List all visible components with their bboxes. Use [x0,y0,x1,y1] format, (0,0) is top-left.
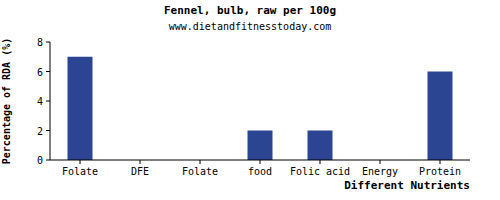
x-tick-label: Folic acid [290,166,350,177]
y-tick [46,71,50,72]
y-axis-label: Percentage of RDA (%) [1,38,12,164]
y-tick-label: 0 [37,155,43,166]
bar [308,131,333,161]
x-tick-label: Energy [362,166,398,177]
x-tick-label: Folate [182,166,218,177]
y-tick [46,101,50,102]
title: Fennel, bulb, raw per 100g [164,4,336,17]
y-tick [46,130,50,131]
x-tick-label: Folate [62,166,98,177]
subtitle: www.dietandfitnesstoday.com [169,21,332,32]
y-tick [46,42,50,43]
x-tick-label: Protein [419,166,461,177]
y-tick-label: 2 [37,126,43,137]
x-tick-label: DFE [131,166,149,177]
x-tick [320,160,321,164]
x-axis-label: Different Nutrients [344,179,470,192]
bars [68,57,453,160]
y-tick [46,160,50,161]
y-tick-label: 4 [37,96,43,107]
x-tick [200,160,201,164]
bar [428,72,453,161]
x-tick [140,160,141,164]
x-tick [440,160,441,164]
x-tick-label: food [248,166,272,177]
x-tick [80,160,81,164]
y-tick-label: 6 [37,67,43,78]
x-tick [380,160,381,164]
bar [248,131,273,161]
chart-svg: Fennel, bulb, raw per 100g www.dietandfit… [0,0,500,200]
bar [68,57,93,160]
chart-container: Fennel, bulb, raw per 100g www.dietandfit… [0,0,500,200]
y-tick-label: 8 [37,37,43,48]
x-tick [260,160,261,164]
